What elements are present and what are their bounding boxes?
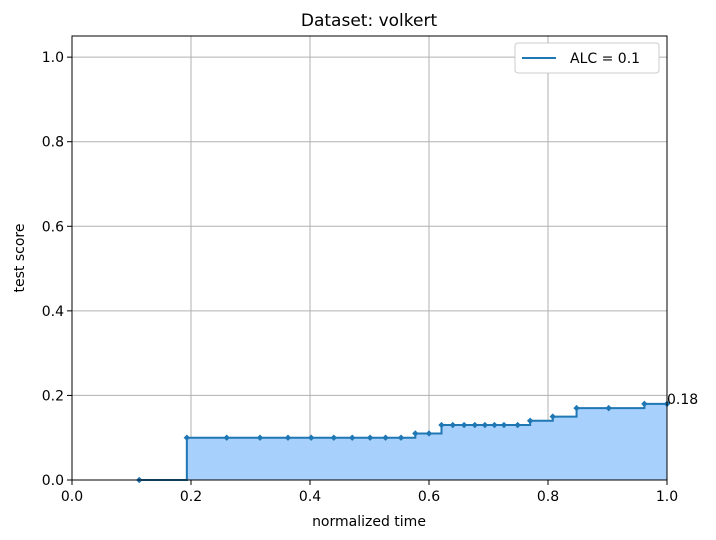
last-value-annotation: 0.18 — [667, 392, 698, 408]
marker-layer — [136, 400, 671, 484]
data-point-marker — [641, 400, 648, 408]
chart-title: Dataset: volkert — [301, 11, 438, 31]
data-point-marker — [438, 421, 445, 429]
data-point-marker — [183, 434, 191, 441]
y-tick-label: 0.8 — [42, 135, 64, 151]
data-point-marker — [605, 404, 612, 412]
x-axis-label: normalized time — [312, 514, 426, 530]
series-line — [139, 402, 667, 481]
data-point-marker — [500, 421, 508, 429]
data-point-marker — [284, 434, 292, 441]
data-point-marker — [526, 417, 534, 424]
data-point-marker — [397, 434, 405, 441]
x-tick-label: 0.4 — [299, 489, 321, 505]
data-point-marker — [223, 434, 230, 441]
data-point-marker — [514, 421, 521, 429]
legend-box — [514, 42, 660, 74]
area-fill-layer — [139, 403, 668, 480]
data-point-marker — [481, 421, 489, 429]
data-point-marker — [573, 404, 580, 412]
y-tick-label: 0.4 — [42, 304, 64, 320]
data-point-marker — [549, 413, 556, 420]
data-point-marker — [307, 434, 315, 441]
x-tick-label: 1.0 — [656, 489, 678, 505]
x-tick-label: 0.8 — [537, 489, 559, 505]
y-tick-label: 0.6 — [42, 219, 64, 235]
legend-entry-label: ALC = 0.1 — [570, 51, 640, 67]
x-tick-label: 0.2 — [180, 489, 202, 505]
x-tick-label: 0.0 — [61, 489, 83, 505]
legend: ALC = 0.1 — [514, 42, 660, 74]
series-line-layer — [139, 402, 667, 481]
data-point-marker — [412, 430, 419, 437]
data-point-marker — [366, 434, 374, 441]
plot-frame — [71, 35, 668, 481]
ticks: 0.0 0.2 0.4 0.6 0.8 1.0 0.0 0.2 0.4 0.6 0.8 1.0 — [42, 50, 678, 505]
data-point-marker — [471, 421, 479, 429]
data-point-marker — [491, 421, 498, 429]
x-tick-label: 0.6 — [418, 489, 440, 505]
data-point-marker — [382, 434, 389, 441]
y-tick-label: 1.0 — [42, 50, 64, 66]
y-tick-label: 0.2 — [42, 388, 64, 404]
area-fill — [139, 403, 668, 480]
data-point-marker — [425, 430, 433, 437]
y-axis-label: test score — [12, 224, 28, 293]
data-point-marker — [460, 421, 468, 429]
data-point-marker — [349, 434, 356, 441]
data-point-marker — [330, 434, 337, 441]
data-point-marker — [449, 421, 456, 429]
data-point-marker — [256, 434, 264, 441]
y-tick-label: 0.0 — [42, 473, 64, 489]
